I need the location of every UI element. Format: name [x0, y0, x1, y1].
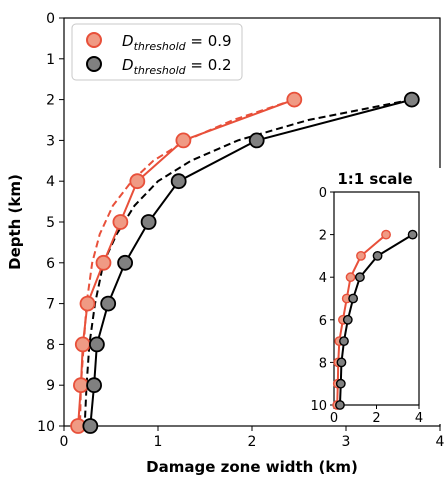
- inset-data-point-series-2: [339, 336, 349, 346]
- data-point-series-2: [82, 418, 99, 434]
- y-axis-label: Depth (km): [6, 174, 24, 270]
- fit-line-1: [78, 98, 295, 427]
- data-point-series-2: [100, 295, 117, 312]
- y-tick-label: 9: [46, 378, 55, 394]
- inset-data-point-series-1: [345, 272, 356, 283]
- y-tick-label: 3: [46, 133, 55, 149]
- inset: 1:1 scale 0 2 4 0 2 4 6 8 10: [300, 168, 444, 426]
- x-tick-label: 4: [436, 434, 445, 450]
- legend-label-series-2: Dthreshold = 0.2: [122, 56, 232, 77]
- main-ticks: 0 1 2 3 4 0 1 2 3 4 5 6 7 8 9 10: [37, 11, 444, 450]
- data-point-series-1: [129, 173, 146, 190]
- y-tick-label: 5: [46, 215, 55, 231]
- legend-marker-series-1: [86, 32, 102, 48]
- y-tick-label: 1: [46, 52, 55, 68]
- data-point-series-1: [95, 254, 112, 271]
- x-tick-label: 1: [154, 434, 163, 450]
- x-tick-label: 0: [60, 434, 69, 450]
- inset-data-point-series-2: [372, 250, 383, 261]
- data-point-series-2: [403, 91, 420, 108]
- inset-ticks: 0 2 4 0 2 4 6 8 10: [310, 186, 423, 426]
- y-tick-label: 10: [37, 419, 55, 435]
- inset-y-tick-label: 8: [319, 356, 327, 371]
- inset-data-point-series-2: [335, 400, 345, 410]
- inset-x-tick-label: 4: [415, 411, 423, 426]
- legend-marker-series-2: [86, 56, 102, 72]
- inset-series: [332, 229, 418, 410]
- inset-y-tick-label: 2: [319, 229, 327, 244]
- y-tick-label: 4: [46, 174, 55, 190]
- y-tick-label: 6: [46, 256, 55, 272]
- data-point-series-2: [170, 173, 187, 190]
- data-point-series-1: [74, 336, 91, 353]
- inset-data-point-series-2: [336, 357, 347, 368]
- legend-box: [71, 23, 243, 81]
- x-axis-label: Damage zone width (km): [146, 458, 358, 476]
- data-point-series-2: [248, 132, 265, 149]
- data-point-series-1: [175, 132, 192, 149]
- y-tick-label: 7: [46, 297, 55, 313]
- data-point-series-1: [79, 295, 96, 312]
- inset-x-tick-label: 2: [372, 411, 380, 426]
- inset-data-point-series-1: [381, 229, 391, 240]
- y-tick-label: 8: [46, 337, 55, 353]
- inset-y-tick-label: 0: [319, 186, 327, 201]
- inset-y-tick-label: 6: [319, 314, 327, 329]
- inset-data-point-series-2: [407, 229, 418, 240]
- legend-label-series-1: Dthreshold = 0.9: [122, 32, 232, 53]
- inset-title: 1:1 scale: [337, 170, 412, 188]
- data-point-series-1: [112, 214, 129, 230]
- x-tick-label: 2: [248, 434, 257, 450]
- main-series: [70, 91, 420, 434]
- inset-background: [300, 168, 444, 424]
- legend: Dthreshold = 0.9 Dthreshold = 0.2: [71, 23, 243, 81]
- inset-data-point-series-2: [355, 272, 365, 283]
- inset-y-tick-label: 4: [319, 271, 327, 286]
- y-tick-label: 2: [46, 93, 55, 109]
- y-tick-label: 0: [46, 11, 55, 27]
- data-point-series-2: [140, 214, 157, 230]
- inset-y-tick-label: 10: [310, 399, 327, 414]
- data-point-series-2: [117, 254, 133, 271]
- inset-x-tick-label: 0: [330, 411, 338, 426]
- x-tick-label: 3: [342, 434, 351, 450]
- inset-data-point-series-2: [342, 314, 353, 325]
- data-point-series-1: [286, 91, 303, 108]
- inset-data-point-series-2: [348, 293, 359, 304]
- data-point-series-2: [86, 377, 102, 394]
- inset-data-point-series-2: [335, 378, 346, 389]
- data-point-series-2: [89, 336, 105, 353]
- inset-data-point-series-1: [356, 250, 366, 261]
- data-point-series-1: [73, 377, 89, 394]
